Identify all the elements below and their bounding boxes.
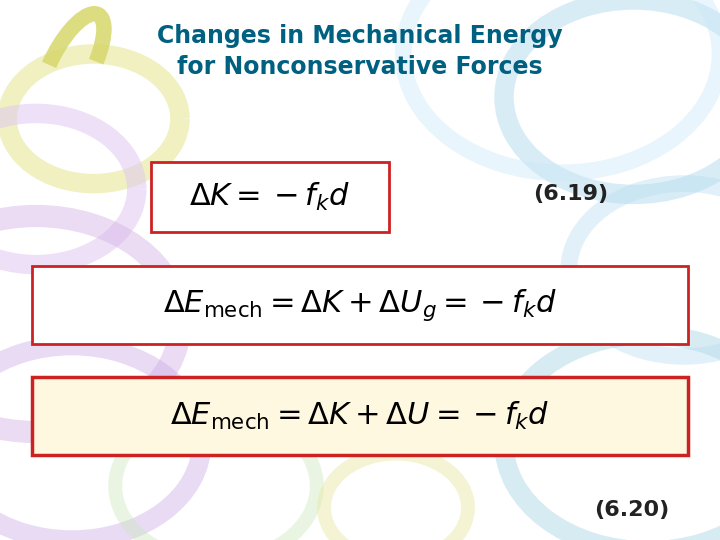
Text: (6.19): (6.19) xyxy=(533,184,608,205)
Text: Changes in Mechanical Energy
for Nonconservative Forces: Changes in Mechanical Energy for Noncons… xyxy=(157,24,563,79)
Text: (6.20): (6.20) xyxy=(594,500,670,521)
FancyBboxPatch shape xyxy=(32,377,688,455)
Text: $\Delta E_{\mathrm{mech}} = \Delta K + \Delta U = -f_k d$: $\Delta E_{\mathrm{mech}} = \Delta K + \… xyxy=(170,400,550,432)
FancyBboxPatch shape xyxy=(32,266,688,345)
FancyBboxPatch shape xyxy=(151,162,389,232)
Text: $\Delta E_{\mathrm{mech}} = \Delta K + \Delta U_g = -f_k d$: $\Delta E_{\mathrm{mech}} = \Delta K + \… xyxy=(163,287,557,323)
Text: $\Delta K = -f_k d$: $\Delta K = -f_k d$ xyxy=(189,181,351,213)
